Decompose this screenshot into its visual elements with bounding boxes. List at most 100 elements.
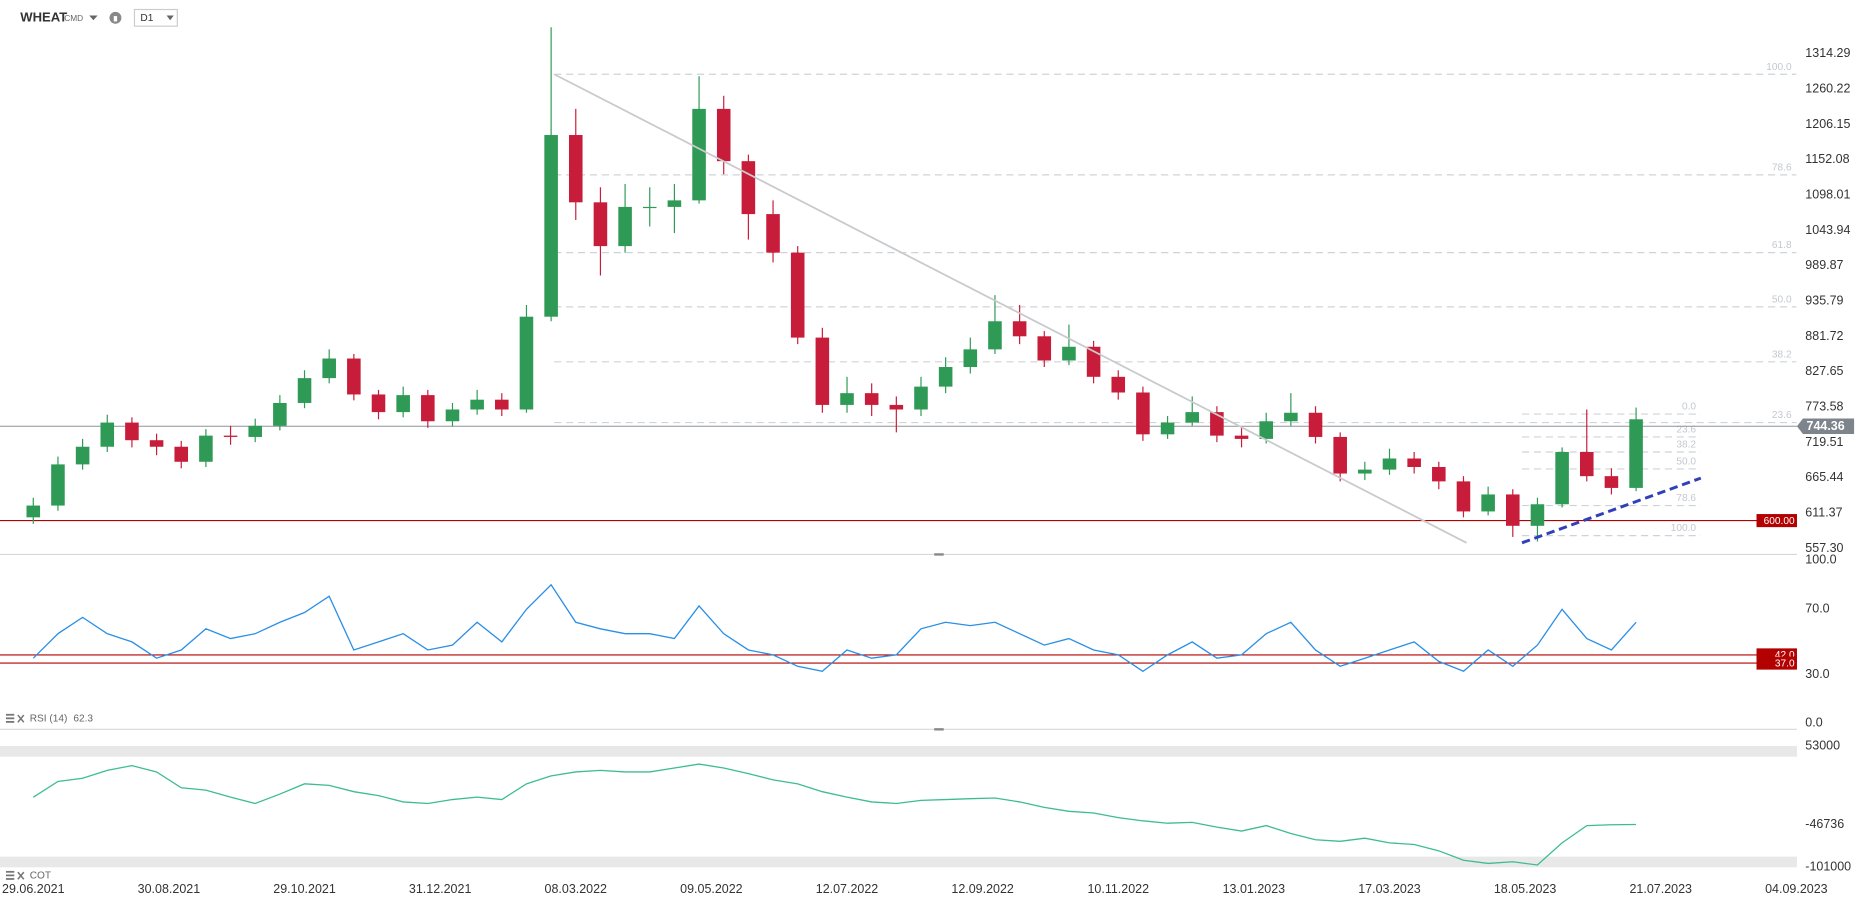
y-tick-label: 989.87 xyxy=(1805,258,1843,272)
x-tick-label: 12.07.2022 xyxy=(816,882,879,896)
candle-body xyxy=(371,394,386,413)
candle-body xyxy=(1382,458,1397,470)
candle-body xyxy=(223,435,238,437)
fib-label: 23.6 xyxy=(1676,424,1696,435)
last-price-box xyxy=(1796,418,1855,434)
candle-body xyxy=(1062,346,1076,361)
x-tick-label: 18.05.2023 xyxy=(1494,882,1557,896)
candle-body xyxy=(1432,467,1446,482)
x-tick-label: 30.08.2021 xyxy=(138,882,201,896)
panel-handle[interactable] xyxy=(934,728,944,731)
candle-body xyxy=(1530,504,1545,526)
fib-label: 23.6 xyxy=(1772,410,1792,421)
candle-body xyxy=(692,108,706,201)
range-band xyxy=(0,745,1797,757)
y-tick-label: 827.65 xyxy=(1805,364,1843,378)
legend-value: 62.3 xyxy=(73,713,93,724)
candle-body xyxy=(26,505,41,518)
candle-body xyxy=(1456,481,1471,512)
candle-body xyxy=(544,135,558,317)
candle-body xyxy=(1358,469,1372,474)
y-tick-label: 1260.22 xyxy=(1805,81,1850,95)
series-line xyxy=(32,763,1637,866)
candle-body xyxy=(914,386,928,410)
candle-body xyxy=(470,399,484,410)
candle-body xyxy=(815,337,830,405)
y-tick-label: 0.0 xyxy=(1805,716,1822,730)
fib-label: 38.2 xyxy=(1676,440,1696,451)
candle-body xyxy=(1111,376,1126,393)
candle-body xyxy=(273,402,287,426)
candle-body xyxy=(1333,436,1347,474)
candle-body xyxy=(445,409,460,422)
y-tick-label: 100.0 xyxy=(1805,553,1836,567)
level-label: 37.0 xyxy=(1775,658,1795,669)
candle-body xyxy=(766,214,780,253)
x-tick-label: 13.01.2023 xyxy=(1223,882,1286,896)
x-tick-label: 31.12.2021 xyxy=(409,882,472,896)
candle-body xyxy=(347,358,361,395)
candle-body xyxy=(642,206,657,209)
candle-body xyxy=(1481,494,1495,512)
candle-body xyxy=(1284,412,1298,422)
candle-body xyxy=(840,393,854,405)
cot-legend-icons[interactable] xyxy=(5,870,25,880)
fib-label: 38.2 xyxy=(1772,349,1792,360)
x-tick-label: 09.05.2022 xyxy=(680,882,743,896)
candle-body xyxy=(593,202,608,247)
fib-label: 0.0 xyxy=(1682,402,1696,413)
candle-body xyxy=(1210,412,1224,436)
y-tick-label: 557.30 xyxy=(1805,541,1843,555)
candle-body xyxy=(741,161,756,215)
candle-body xyxy=(1506,494,1520,526)
fib-label: 78.6 xyxy=(1772,162,1792,173)
candle-body xyxy=(889,404,904,410)
timeframe-dropdown[interactable] xyxy=(166,15,174,21)
y-tick-label: 611.37 xyxy=(1805,505,1842,519)
panel-0: 100.0 78.6 61.8 50.0 38.2 23.6 0.0 23.6 38.2 50.0… xyxy=(0,27,1855,896)
x-tick-label: 10.11.2022 xyxy=(1087,882,1149,896)
candle-body xyxy=(963,349,978,368)
x-tick-label: 29.10.2021 xyxy=(273,882,336,896)
panel-2: 53000 -46736 -101000 COT xyxy=(0,738,1851,881)
y-tick-label: -101000 xyxy=(1805,860,1851,874)
x-tick-label: 17.03.2023 xyxy=(1358,882,1421,896)
y-tick-label: 1314.29 xyxy=(1805,46,1850,60)
y-tick-label: 1206.15 xyxy=(1805,117,1850,131)
y-tick-label: 30.0 xyxy=(1805,667,1829,681)
symbol[interactable]: WHEAT xyxy=(20,9,67,24)
y-tick-label: 70.0 xyxy=(1805,602,1829,616)
candle-body xyxy=(396,395,410,413)
level-label: 600.00 xyxy=(1764,516,1795,527)
timeframe[interactable]: D1 xyxy=(140,13,153,24)
candle-body xyxy=(568,135,583,203)
y-tick-label: 719.51 xyxy=(1805,435,1843,449)
fib-label: 100.0 xyxy=(1766,62,1792,73)
y-tick-label: 1152.08 xyxy=(1805,152,1849,166)
candle-body xyxy=(716,108,731,162)
level-label-box xyxy=(1756,656,1797,670)
candle-body xyxy=(519,316,534,410)
y-tick-label: 1043.94 xyxy=(1805,223,1850,237)
candle-body xyxy=(248,425,262,437)
symbol-dropdown[interactable] xyxy=(89,15,98,21)
candle-body xyxy=(1629,419,1643,488)
y-tick-label: 935.79 xyxy=(1805,293,1843,307)
candle-body xyxy=(1086,346,1101,377)
y-tick-label: 881.72 xyxy=(1805,329,1843,343)
exchange: CMD xyxy=(64,13,83,23)
fib-label: 78.6 xyxy=(1676,493,1696,504)
rsi-legend-icons[interactable] xyxy=(5,713,25,723)
x-tick-label: 21.07.2023 xyxy=(1629,882,1692,896)
panel-1: 42.037.0 0.0 30.0 70.0 100.0 RSI (14) 62.3 xyxy=(0,553,1837,730)
candle-body xyxy=(421,395,435,422)
candle-body xyxy=(1579,451,1594,477)
y-tick-label: 1098.01 xyxy=(1805,187,1850,201)
x-tick-label: 29.06.2021 xyxy=(2,882,65,896)
panel-handle[interactable] xyxy=(934,553,944,556)
timeframe-box[interactable] xyxy=(133,8,178,27)
candle-body xyxy=(1037,336,1052,361)
y-tick-label: 665.44 xyxy=(1805,470,1843,484)
